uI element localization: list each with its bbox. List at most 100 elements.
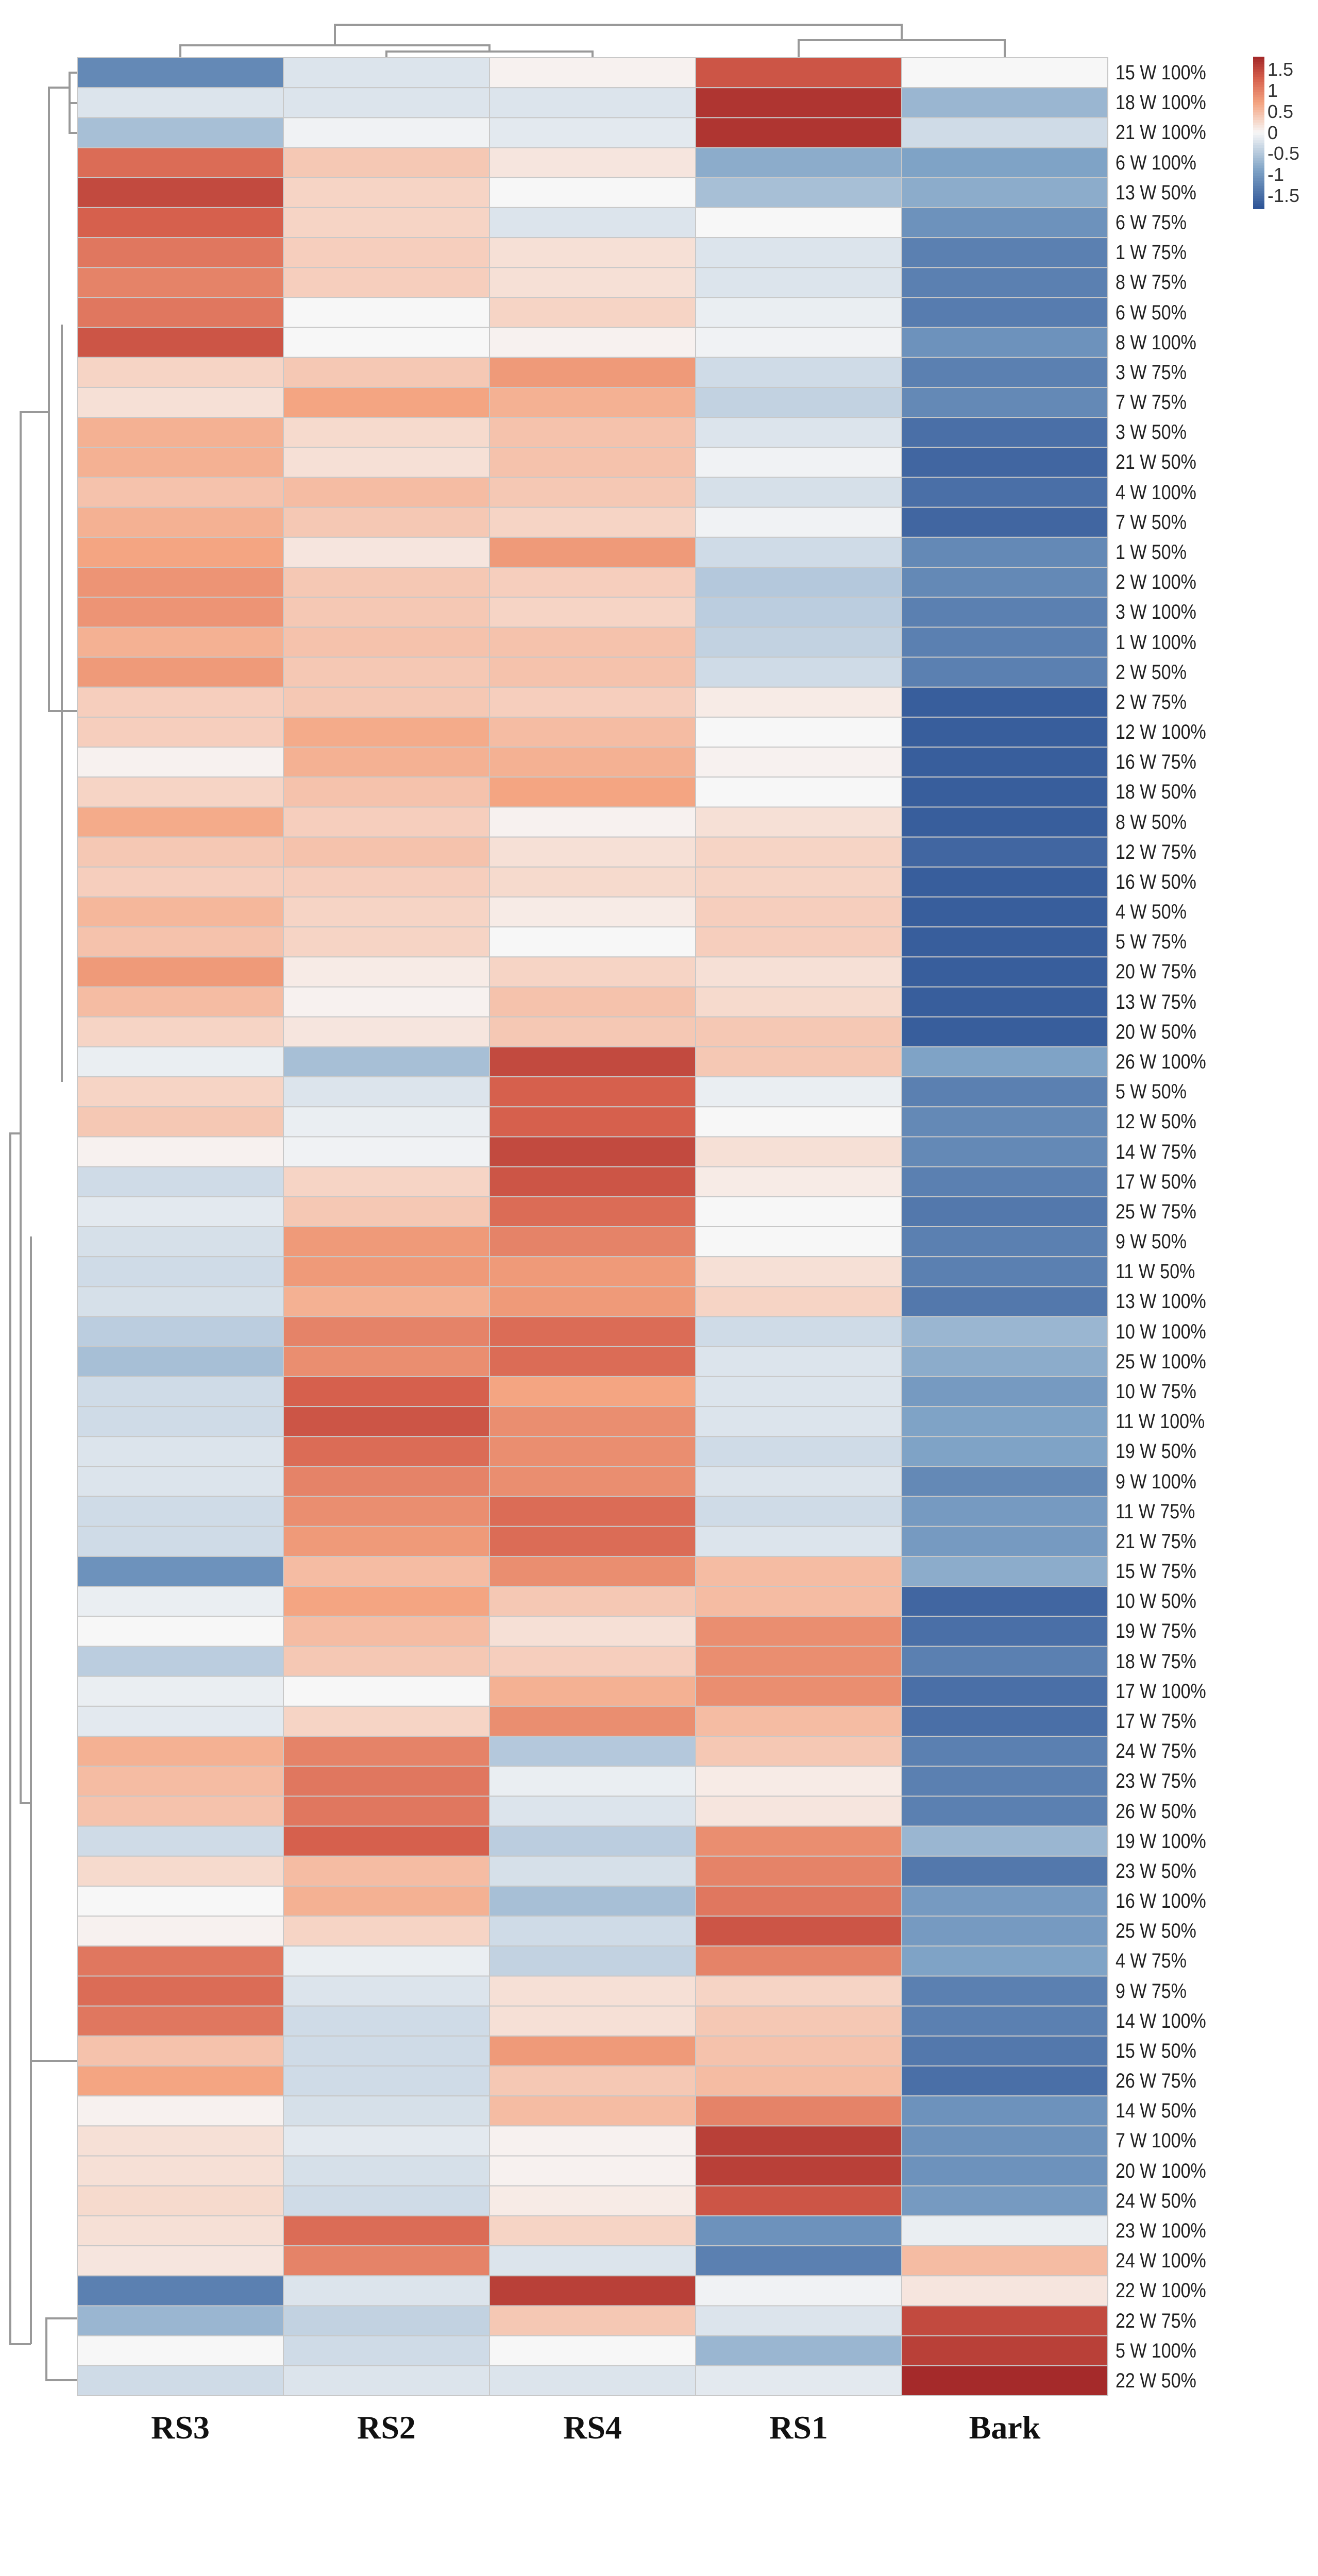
heatmap-cell [901, 1406, 1108, 1437]
heatmap-cell [901, 267, 1108, 298]
legend-swatch [1253, 115, 1264, 118]
heatmap-cell [283, 686, 490, 718]
legend-swatch [1253, 99, 1264, 103]
heatmap-cell [283, 1916, 490, 1947]
heatmap-cell [695, 1945, 902, 1977]
heatmap-cell [489, 1586, 696, 1617]
heatmap-cell [77, 2155, 284, 2187]
heatmap-cell [489, 1136, 696, 1167]
heatmap-cell [77, 57, 284, 89]
heatmap-cell [901, 956, 1108, 988]
heatmap-cell [695, 686, 902, 718]
heatmap-cell [901, 1736, 1108, 1767]
legend-swatch [1253, 148, 1264, 151]
row-label: 15 W 75% [1116, 1560, 1196, 1583]
heatmap-cell [901, 1916, 1108, 1947]
heatmap-cell [901, 2335, 1108, 2366]
row-label: 25 W 75% [1116, 1200, 1196, 1223]
heatmap-cell [489, 1016, 696, 1047]
heatmap-cell [283, 716, 490, 748]
heatmap-cell [695, 1016, 902, 1047]
row-label: 5 W 75% [1116, 930, 1187, 954]
legend-swatch [1253, 69, 1264, 73]
heatmap-cell [489, 2065, 696, 2097]
legend-tick: 0.5 [1268, 100, 1294, 122]
row-label: 17 W 100% [1116, 1680, 1206, 1703]
row-label: 26 W 100% [1116, 1050, 1206, 1073]
row-label: 15 W 50% [1116, 2039, 1196, 2062]
heatmap [9, 24, 1264, 2396]
row-label: 19 W 100% [1116, 1829, 1206, 1853]
heatmap-cell [901, 1496, 1108, 1527]
heatmap-cell [283, 506, 490, 538]
heatmap-cell [489, 506, 696, 538]
heatmap-cell [695, 1196, 902, 1228]
legend-swatch [1253, 110, 1264, 113]
heatmap-cell [77, 1616, 284, 1647]
heatmap-cell [901, 1226, 1108, 1258]
heatmap-cell [489, 57, 696, 89]
legend-tick: -1.5 [1268, 185, 1300, 207]
heatmap-cell [901, 1466, 1108, 1497]
heatmap-cell [901, 1436, 1108, 1467]
heatmap-cell [489, 2005, 696, 2037]
heatmap-cell [901, 1586, 1108, 1617]
row-label: 24 W 50% [1116, 2189, 1196, 2212]
row-label: 22 W 75% [1116, 2309, 1196, 2332]
heatmap-cell [489, 2095, 696, 2127]
heatmap-cell [489, 1616, 696, 1647]
row-label: 10 W 100% [1116, 1320, 1206, 1343]
heatmap-cell [489, 1376, 696, 1408]
legend-swatch [1253, 150, 1264, 154]
row-label: 24 W 100% [1116, 2249, 1206, 2273]
heatmap-cell [77, 386, 284, 418]
heatmap-cell [489, 1555, 696, 1587]
heatmap-cell [489, 477, 696, 508]
row-label: 13 W 50% [1116, 181, 1196, 204]
heatmap-cell [901, 1855, 1108, 1887]
heatmap-cell [489, 1496, 696, 1527]
heatmap-cell [901, 2035, 1108, 2067]
heatmap-cell [77, 716, 284, 748]
heatmap-cell [77, 1736, 284, 1767]
heatmap-cell [901, 926, 1108, 958]
heatmap-cell [695, 2155, 902, 2187]
heatmap-cell [77, 956, 284, 988]
heatmap-cell [489, 147, 696, 178]
heatmap-cell [77, 1136, 284, 1167]
heatmap-cell [489, 2215, 696, 2247]
legend-swatch [1253, 112, 1264, 116]
legend-swatch [1253, 188, 1264, 192]
heatmap-cell [77, 237, 284, 268]
legend-swatch [1253, 160, 1264, 164]
row-label: 17 W 50% [1116, 1170, 1196, 1193]
heatmap-cell [283, 1885, 490, 1917]
heatmap-cell [77, 1526, 284, 1557]
legend-swatch [1253, 105, 1264, 108]
heatmap-cell [77, 1555, 284, 1587]
heatmap-cell [77, 87, 284, 118]
heatmap-cell [489, 1196, 696, 1228]
legend-swatch [1253, 140, 1264, 144]
heatmap-cell [283, 1316, 490, 1347]
heatmap-cell [489, 1975, 696, 2007]
legend-swatch [1253, 127, 1264, 131]
heatmap-cell [901, 986, 1108, 1018]
heatmap-cell [695, 1226, 902, 1258]
heatmap-cell [695, 1076, 902, 1108]
heatmap-cell [901, 1616, 1108, 1647]
heatmap-cell [901, 2155, 1108, 2187]
heatmap-cell [283, 417, 490, 448]
heatmap-cell [77, 1855, 284, 1887]
heatmap-cell [77, 1286, 284, 1317]
heatmap-cell [489, 386, 696, 418]
heatmap-cell [695, 2215, 902, 2247]
heatmap-cell [77, 2275, 284, 2307]
row-label: 6 W 50% [1116, 301, 1187, 324]
heatmap-cell [695, 237, 902, 268]
legend-swatch [1253, 92, 1264, 95]
row-label: 4 W 75% [1116, 1950, 1187, 1973]
heatmap-cell [283, 1076, 490, 1108]
heatmap-cell [901, 1256, 1108, 1287]
legend-swatch [1253, 163, 1264, 166]
